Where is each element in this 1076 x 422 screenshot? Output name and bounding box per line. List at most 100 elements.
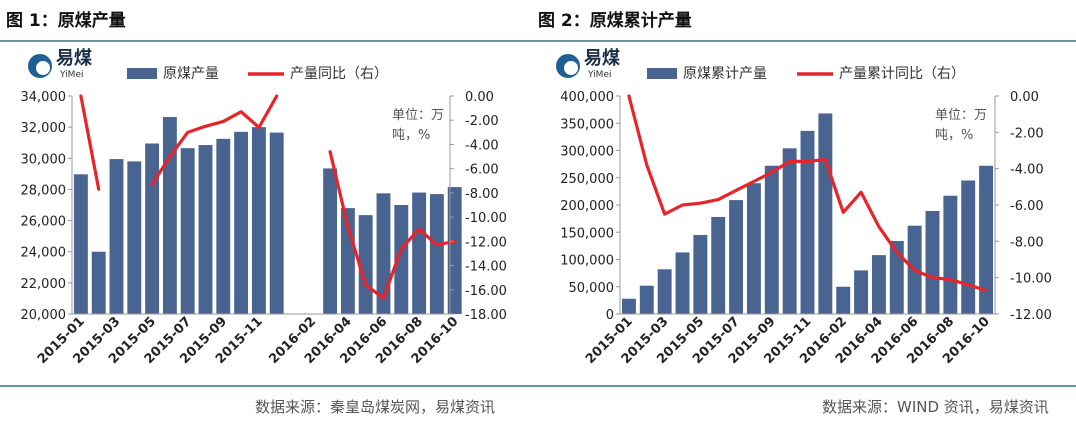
bar — [782, 148, 797, 314]
figure-1-source: 数据来源：秦皇岛煤炭网，易煤资讯 — [255, 398, 496, 416]
bar — [73, 174, 88, 314]
bar — [854, 270, 869, 314]
logo-name: 易煤 — [584, 47, 620, 69]
y2-tick-label: -2.00 — [1010, 126, 1044, 141]
bar — [216, 138, 231, 314]
bar — [269, 132, 284, 314]
bar — [889, 240, 904, 314]
y-tick-label: 400,000 — [560, 90, 614, 105]
y-tick-label: 24,000 — [21, 246, 67, 261]
y-tick-label: 200,000 — [560, 199, 614, 214]
bar — [836, 286, 851, 314]
bar — [447, 187, 462, 314]
bar — [711, 216, 726, 314]
bar — [198, 145, 213, 314]
bar — [251, 127, 266, 315]
bar — [729, 200, 744, 314]
y-tick-label: 28,000 — [21, 183, 67, 198]
bar — [961, 180, 976, 314]
y2-tick-label: -2.00 — [465, 114, 499, 129]
line-series — [150, 94, 279, 187]
bar — [675, 252, 690, 314]
y2-tick-label: -4.00 — [1010, 163, 1044, 178]
legend-line-label: 产量累计同比（右） — [839, 66, 965, 82]
bar — [693, 234, 708, 314]
y-tick-label: 30,000 — [21, 152, 67, 167]
bar — [429, 194, 444, 314]
logo-sub: YiMei — [59, 70, 83, 80]
y2-tick-label: -10.00 — [465, 211, 507, 226]
bar — [746, 183, 761, 314]
y2-tick-label: -4.00 — [465, 138, 499, 153]
line-series — [627, 94, 988, 292]
bar — [657, 269, 672, 314]
legend-bar-label: 原煤产量 — [163, 66, 219, 82]
y2-tick-label: -8.00 — [465, 187, 499, 202]
unit-note: 单位：万 — [392, 108, 444, 123]
bar — [412, 192, 427, 314]
bar — [871, 255, 886, 314]
unit-note: 吨，% — [935, 128, 973, 143]
y-tick-label: 0 — [606, 308, 614, 323]
bar — [394, 205, 409, 314]
y-tick-label: 50,000 — [569, 281, 615, 296]
y2-tick-label: -8.00 — [1010, 235, 1044, 250]
y2-tick-label: -6.00 — [465, 163, 499, 178]
y2-tick-label: -16.00 — [465, 284, 507, 299]
bar — [818, 113, 833, 314]
bar — [639, 285, 654, 314]
bar — [764, 165, 779, 314]
y2-tick-label: -6.00 — [1010, 199, 1044, 214]
y2-tick-label: 0.00 — [1010, 90, 1039, 105]
legend-bar-label: 原煤累计产量 — [683, 66, 767, 82]
bar — [127, 161, 142, 314]
bar — [621, 298, 636, 314]
y-tick-label: 350,000 — [560, 117, 614, 132]
y-tick-label: 20,000 — [21, 308, 67, 323]
y-tick-label: 100,000 — [560, 254, 614, 269]
bar — [109, 159, 124, 314]
y-tick-label: 300,000 — [560, 145, 614, 160]
legend-bar-swatch — [647, 68, 677, 79]
logo-icon-inner — [36, 61, 50, 75]
y2-tick-label: -18.00 — [465, 308, 507, 323]
bar — [180, 148, 195, 314]
y-tick-label: 250,000 — [560, 172, 614, 187]
bar — [800, 130, 815, 314]
y2-tick-label: -12.00 — [1010, 308, 1052, 323]
logo-name: 易煤 — [56, 47, 92, 69]
logo-icon-inner — [564, 61, 578, 75]
figure-2-source: 数据来源：WIND 资讯，易煤资讯 — [822, 398, 1049, 416]
line-series — [328, 150, 457, 300]
line-series — [79, 94, 101, 191]
bar — [162, 117, 177, 315]
bar — [979, 165, 994, 314]
y-tick-label: 150,000 — [560, 226, 614, 241]
legend-line-label: 产量同比（右） — [290, 66, 388, 82]
top-divider — [0, 40, 1076, 42]
bottom-divider — [0, 385, 1076, 387]
bar — [376, 193, 391, 314]
y2-tick-label: -10.00 — [1010, 272, 1052, 287]
bar — [943, 195, 958, 314]
bar — [925, 210, 940, 314]
y-tick-label: 22,000 — [21, 277, 67, 292]
y-tick-label: 26,000 — [21, 215, 67, 230]
bar — [323, 168, 338, 314]
y-tick-label: 34,000 — [21, 90, 67, 105]
unit-note: 吨，% — [392, 128, 430, 143]
y-tick-label: 32,000 — [21, 121, 67, 136]
bar — [145, 143, 160, 314]
bar — [91, 251, 106, 314]
figure-2-title: 图 2：原煤累计产量 — [538, 11, 692, 31]
legend-bar-swatch — [127, 68, 157, 79]
y2-tick-label: -12.00 — [465, 235, 507, 250]
y2-tick-label: -14.00 — [465, 260, 507, 275]
unit-note: 单位：万 — [935, 108, 987, 123]
bar — [234, 131, 249, 314]
y2-tick-label: 0.00 — [465, 90, 494, 105]
figure-1-title: 图 1：原煤产量 — [6, 11, 126, 31]
logo-sub: YiMei — [587, 70, 611, 80]
